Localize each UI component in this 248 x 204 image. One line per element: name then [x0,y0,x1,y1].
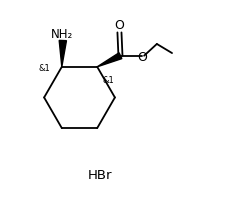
Text: O: O [137,50,147,63]
Text: &1: &1 [102,75,114,84]
Text: HBr: HBr [88,168,112,181]
Polygon shape [97,53,122,68]
Text: O: O [115,19,124,32]
Polygon shape [59,41,66,68]
Text: NH₂: NH₂ [51,27,73,40]
Text: &1: &1 [39,64,51,73]
